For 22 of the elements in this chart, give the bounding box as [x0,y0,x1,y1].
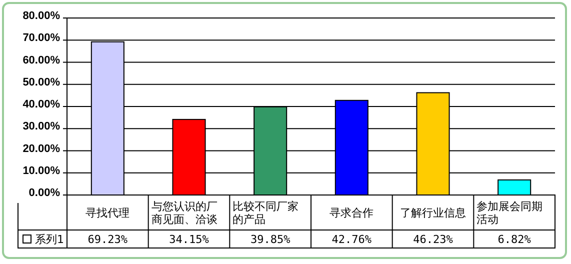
data-label: 6.82% [498,233,532,246]
x-tick-label: 比较不同厂家的产品 [232,200,299,226]
y-tick-label: 60.00% [22,54,60,66]
y-tick-label: 40.00% [22,98,60,111]
data-label: 46.23% [413,233,454,246]
data-label: 34.15% [169,233,210,246]
y-tick-label: 10.00% [22,164,60,177]
x-tick-label: 寻求合作 [330,206,374,220]
y-tick-label: 70.00% [22,32,60,44]
data-label: 42.76% [332,233,372,246]
y-tick-label: 0.00% [28,187,60,200]
legend-label: 系列1 [35,233,64,246]
y-tick-label: 30.00% [22,120,60,133]
x-tick-label: 与您认识的厂商见面、洽谈 [151,200,218,226]
y-tick-label: 20.00% [22,142,60,155]
x-tick-label: 寻找代理 [86,206,130,220]
x-tick-label: 了解行业信息 [400,206,466,220]
y-tick-label: 80.00% [22,10,60,22]
data-label: 69.23% [88,233,128,246]
data-label: 39.85% [250,233,291,246]
x-tick-label: 参加展会同期活动 [476,200,543,226]
y-tick-label: 50.00% [22,76,60,88]
